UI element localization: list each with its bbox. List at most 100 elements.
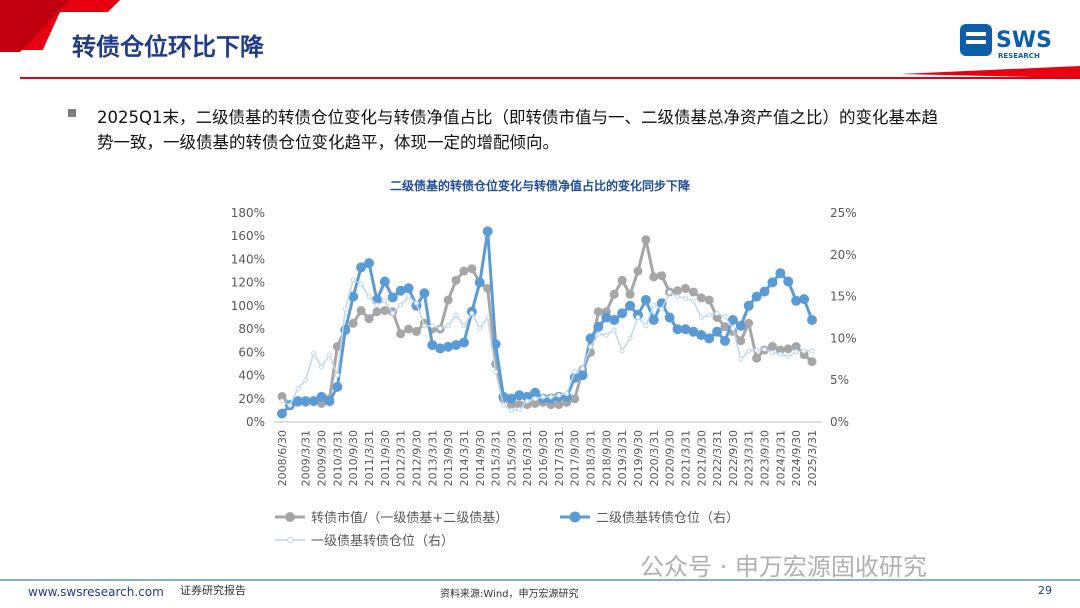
legend-marker [287, 537, 293, 543]
data-point [453, 312, 459, 318]
data-point [564, 391, 570, 397]
data-point [366, 294, 372, 300]
y-tick-label: 180% [231, 206, 265, 220]
data-point [342, 306, 348, 312]
footer-website: www.swsresearch.com [28, 585, 164, 599]
data-point [809, 348, 815, 354]
data-point [746, 348, 752, 354]
data-point [754, 347, 760, 353]
data-point [530, 387, 541, 398]
x-tick-label: 2022/9/30 [727, 430, 740, 486]
data-point [380, 306, 390, 316]
data-point [619, 348, 625, 354]
data-point [603, 332, 609, 338]
data-point [348, 318, 358, 328]
x-tick-label: 2019/9/30 [632, 430, 645, 486]
y-tick-label: 120% [231, 276, 265, 290]
y2-tick-label: 15% [830, 290, 857, 304]
data-point [364, 258, 375, 269]
data-point [580, 365, 586, 371]
y-tick-label: 160% [231, 229, 265, 243]
data-point [667, 289, 673, 295]
bullet-marker [68, 109, 76, 117]
logo-stripe [966, 40, 986, 44]
data-point [704, 333, 715, 344]
data-point [372, 307, 382, 317]
x-tick-label: 2024/9/30 [790, 430, 803, 486]
x-tick-label: 2014/9/30 [474, 430, 487, 486]
y2-tick-label: 25% [830, 206, 857, 220]
data-point [421, 323, 427, 329]
data-point [334, 372, 340, 378]
data-point [799, 294, 810, 305]
x-tick-label: 2021/3/31 [679, 430, 692, 486]
data-point [775, 268, 786, 279]
data-point [295, 386, 301, 392]
bullet-line: 势一致，一级债基的转债仓位变化趋平，体现一定的增配倾向。 [97, 133, 559, 152]
data-point [356, 262, 367, 273]
data-point [617, 308, 628, 319]
data-point [783, 344, 793, 354]
data-point [324, 396, 335, 407]
data-point [493, 369, 499, 375]
data-point [722, 314, 728, 320]
data-point [413, 300, 419, 306]
x-tick-label: 2019/3/31 [616, 430, 629, 486]
data-point [611, 327, 617, 333]
data-point [572, 369, 578, 375]
data-point [445, 323, 451, 329]
data-point [467, 264, 477, 274]
y-tick-label: 40% [238, 369, 265, 383]
data-point [469, 310, 475, 316]
data-point [714, 310, 720, 316]
data-point [500, 402, 506, 408]
data-point [459, 266, 469, 276]
data-point [458, 337, 469, 348]
data-point [682, 295, 688, 301]
data-point [688, 287, 698, 297]
data-point [735, 320, 746, 331]
data-point [719, 335, 730, 346]
data-point [316, 391, 327, 402]
y2-tick-label: 5% [830, 373, 849, 387]
data-point [419, 288, 430, 299]
data-point [577, 370, 588, 381]
data-point [588, 344, 594, 350]
y-tick-label: 0% [246, 415, 265, 429]
data-point [712, 326, 723, 337]
data-point [474, 277, 485, 288]
x-tick-label: 2015/9/30 [505, 430, 518, 486]
data-point [406, 294, 412, 300]
data-point [744, 318, 754, 328]
data-point [593, 307, 603, 317]
data-point [524, 398, 530, 404]
data-point [461, 323, 467, 329]
data-point [643, 323, 649, 329]
data-point [398, 302, 404, 308]
data-point [785, 354, 791, 360]
y2-tick-label: 0% [830, 415, 849, 429]
watermark: 公众号 · 申万宏源固收研究 [640, 553, 927, 581]
data-point [548, 394, 554, 400]
data-point [308, 396, 319, 407]
data-point [482, 226, 493, 237]
data-point [759, 286, 770, 297]
x-tick-label: 2009/3/31 [300, 430, 313, 486]
data-point [609, 315, 620, 326]
x-tick-label: 2012/3/31 [395, 430, 408, 486]
data-point [311, 350, 317, 356]
data-point [777, 351, 783, 357]
data-point [595, 331, 601, 337]
x-tick-label: 2017/9/30 [569, 430, 582, 486]
data-point [793, 349, 799, 355]
x-tick-label: 2020/3/31 [648, 430, 661, 486]
data-point [743, 300, 754, 311]
data-point [690, 298, 696, 304]
x-tick-label: 2025/3/31 [806, 430, 819, 486]
x-tick-label: 2018/9/30 [600, 430, 613, 486]
data-point [752, 353, 762, 363]
data-point [358, 281, 364, 287]
legend-label: 转债市值/（一级债基+二级债基） [311, 510, 508, 526]
data-point [364, 314, 374, 324]
